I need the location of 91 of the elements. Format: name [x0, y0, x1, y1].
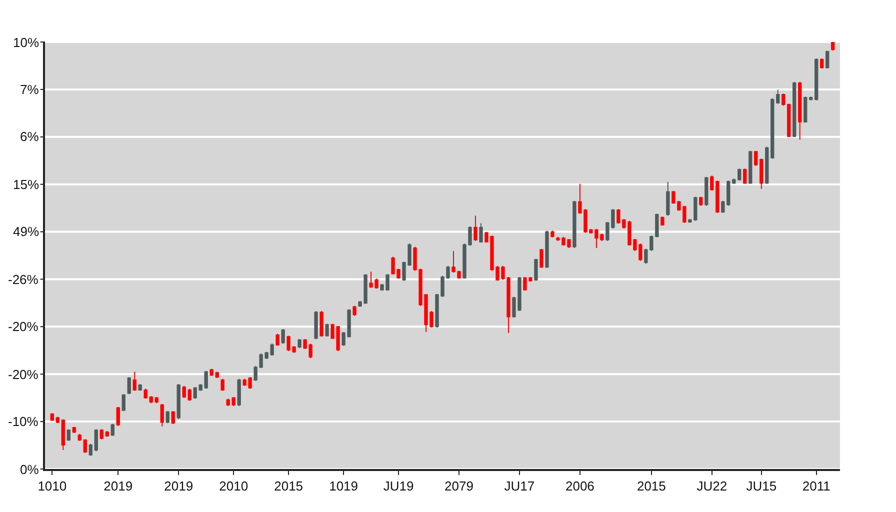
x-tick-label: 2006	[565, 478, 594, 494]
candlestick	[804, 96, 808, 124]
candlestick	[792, 81, 796, 138]
candlestick	[787, 103, 791, 138]
text: 7%	[20, 82, 40, 97]
candlestick	[754, 150, 758, 166]
candlestick	[83, 438, 87, 454]
candlestick	[776, 89, 780, 104]
candlestick	[182, 385, 186, 398]
candlestick	[699, 196, 703, 206]
candlestick	[770, 98, 774, 160]
candlestick	[149, 396, 153, 404]
candlestick	[298, 338, 302, 349]
candlestick	[116, 406, 120, 426]
candlestick	[666, 181, 670, 216]
candlestick	[188, 388, 192, 402]
candlestick	[320, 310, 324, 338]
x-tick-label: 2019	[164, 478, 194, 494]
candlestick	[314, 310, 318, 340]
candlestick	[56, 416, 60, 424]
candlestick	[721, 200, 725, 214]
candlestick	[66, 428, 70, 442]
candlestick	[132, 371, 136, 392]
candlestick	[88, 443, 92, 456]
candlestick	[144, 388, 148, 400]
candlestick	[814, 58, 818, 101]
candlestick	[72, 426, 76, 434]
candlestick	[545, 230, 549, 268]
candlestick	[78, 433, 82, 442]
candlestick	[534, 258, 538, 282]
candlestick	[782, 93, 786, 106]
candlestick	[220, 378, 224, 392]
candlestick	[765, 146, 769, 184]
x-tick-label: 1019	[329, 478, 358, 494]
candlestick	[831, 42, 835, 52]
candlestick	[352, 305, 356, 316]
candlestick	[166, 410, 170, 424]
text: 15%	[13, 177, 40, 192]
candlestick	[160, 404, 164, 427]
candlestick	[572, 200, 576, 249]
candlestick	[738, 168, 742, 182]
candlestick	[171, 410, 175, 424]
x-tick-label: JU19	[383, 478, 414, 494]
x-tick-label: 2011	[802, 478, 830, 494]
candlestick	[732, 178, 736, 184]
candlestick	[826, 50, 830, 69]
candlestick	[743, 168, 747, 184]
candlestick	[276, 333, 280, 346]
x-tick-label: 2019	[104, 478, 133, 494]
text: 6%	[20, 129, 40, 144]
candlestick	[660, 216, 664, 226]
text: 49%	[13, 224, 40, 239]
text: -26%	[8, 272, 39, 287]
candlestick	[809, 96, 813, 101]
candlestick	[540, 248, 544, 268]
text: -10%	[8, 414, 39, 429]
x-tick-label: JU17	[504, 478, 535, 494]
candlestick	[550, 230, 554, 238]
candlestick	[474, 215, 478, 242]
x-tick-label: 1010	[38, 478, 67, 494]
candlestick	[110, 423, 114, 436]
candlestick	[94, 428, 98, 452]
x-tick-label: JU22	[696, 478, 728, 494]
candlestick	[61, 418, 65, 450]
candlestick	[122, 394, 126, 412]
text: -20%	[8, 319, 39, 334]
candlestick	[760, 158, 764, 190]
candlestick	[176, 384, 180, 420]
candlestick	[237, 378, 241, 407]
candlestick	[100, 428, 104, 440]
text: 0%	[20, 462, 40, 477]
text: -20%	[8, 367, 39, 382]
candlestick	[154, 396, 158, 404]
candlestick	[820, 58, 824, 69]
x-tick-label: JU15	[746, 478, 777, 494]
candlestick	[50, 412, 54, 422]
x-tick-label: 2015	[636, 478, 666, 494]
x-tick-label: 2079	[444, 478, 474, 494]
candlestick	[138, 384, 142, 392]
candlestick	[281, 328, 285, 344]
candlestick	[105, 430, 109, 438]
candlestick	[479, 222, 483, 244]
candlestick	[748, 150, 752, 184]
candlestick	[325, 323, 329, 338]
candlestick	[127, 376, 131, 395]
x-tick-label: 2010	[219, 478, 248, 494]
candlestick	[704, 176, 708, 206]
text: 10%	[13, 35, 40, 50]
candlestick	[726, 180, 730, 206]
candlestick	[798, 81, 802, 140]
x-tick-label: 2015	[274, 478, 304, 494]
